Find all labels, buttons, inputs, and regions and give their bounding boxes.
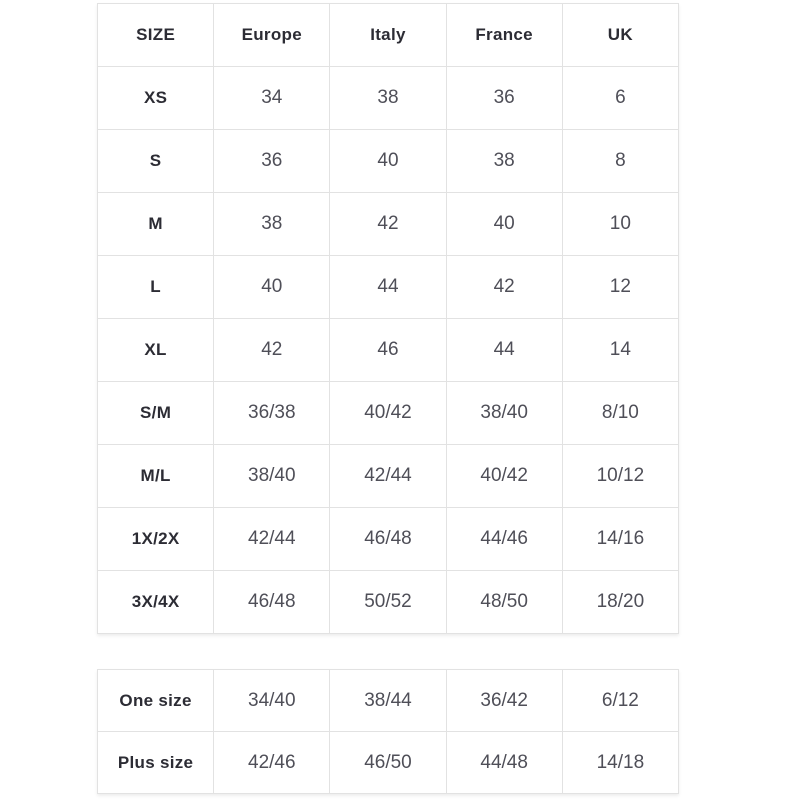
value-cell: 10/12 bbox=[561, 444, 680, 508]
table-row: S 36 40 38 8 bbox=[96, 129, 680, 193]
row-label-cell: One size bbox=[96, 669, 215, 732]
row-label-cell: M bbox=[96, 192, 215, 256]
header-cell: Europe bbox=[213, 3, 331, 67]
value-cell: 40 bbox=[213, 255, 331, 319]
value-cell: 14/18 bbox=[561, 731, 680, 794]
row-label-cell: 1X/2X bbox=[96, 507, 215, 571]
value-cell: 18/20 bbox=[561, 570, 680, 634]
table-row: 1X/2X 42/44 46/48 44/46 14/16 bbox=[96, 507, 680, 571]
table-row: 3X/4X 46/48 50/52 48/50 18/20 bbox=[96, 570, 680, 634]
row-label-cell: M/L bbox=[96, 444, 215, 508]
header-cell: Italy bbox=[329, 3, 447, 67]
row-label-cell: S/M bbox=[96, 381, 215, 445]
size-conversion-table: SIZE Europe Italy France UK XS 34 38 36 6 S 36 40 38 8… bbox=[96, 3, 680, 634]
value-cell: 46/48 bbox=[213, 570, 331, 634]
table-row: L 40 44 42 12 bbox=[96, 255, 680, 319]
value-cell: 40 bbox=[329, 129, 447, 193]
value-cell: 42/44 bbox=[329, 444, 447, 508]
value-cell: 42 bbox=[213, 318, 331, 382]
value-cell: 34 bbox=[213, 66, 331, 130]
value-cell: 46/48 bbox=[329, 507, 447, 571]
row-label-cell: L bbox=[96, 255, 215, 319]
row-label-cell: S bbox=[96, 129, 215, 193]
value-cell: 8 bbox=[561, 129, 680, 193]
table-row: XL 42 46 44 14 bbox=[96, 318, 680, 382]
table-row: S/M 36/38 40/42 38/40 8/10 bbox=[96, 381, 680, 445]
table-row: Plus size 42/46 46/50 44/48 14/18 bbox=[96, 731, 680, 794]
value-cell: 42/44 bbox=[213, 507, 331, 571]
value-cell: 38 bbox=[329, 66, 447, 130]
value-cell: 48/50 bbox=[445, 570, 563, 634]
value-cell: 8/10 bbox=[561, 381, 680, 445]
value-cell: 42 bbox=[329, 192, 447, 256]
value-cell: 38/40 bbox=[213, 444, 331, 508]
value-cell: 40/42 bbox=[445, 444, 563, 508]
value-cell: 14/16 bbox=[561, 507, 680, 571]
value-cell: 44/48 bbox=[445, 731, 563, 794]
value-cell: 38/40 bbox=[445, 381, 563, 445]
special-sizes-table: One size 34/40 38/44 36/42 6/12 Plus size 42/4… bbox=[96, 669, 680, 794]
value-cell: 42/46 bbox=[213, 731, 331, 794]
table-row: XS 34 38 36 6 bbox=[96, 66, 680, 130]
value-cell: 36/38 bbox=[213, 381, 331, 445]
row-label-cell: 3X/4X bbox=[96, 570, 215, 634]
value-cell: 12 bbox=[561, 255, 680, 319]
value-cell: 44 bbox=[329, 255, 447, 319]
value-cell: 42 bbox=[445, 255, 563, 319]
header-cell: SIZE bbox=[96, 3, 215, 67]
value-cell: 46 bbox=[329, 318, 447, 382]
value-cell: 10 bbox=[561, 192, 680, 256]
table-row: M 38 42 40 10 bbox=[96, 192, 680, 256]
value-cell: 50/52 bbox=[329, 570, 447, 634]
header-cell: France bbox=[445, 3, 563, 67]
row-label-cell: XS bbox=[96, 66, 215, 130]
value-cell: 36 bbox=[213, 129, 331, 193]
value-cell: 40/42 bbox=[329, 381, 447, 445]
value-cell: 36/42 bbox=[445, 669, 563, 732]
value-cell: 38/44 bbox=[329, 669, 447, 732]
header-cell: UK bbox=[561, 3, 680, 67]
value-cell: 44 bbox=[445, 318, 563, 382]
value-cell: 14 bbox=[561, 318, 680, 382]
value-cell: 34/40 bbox=[213, 669, 331, 732]
row-label-cell: Plus size bbox=[96, 731, 215, 794]
value-cell: 6/12 bbox=[561, 669, 680, 732]
value-cell: 38 bbox=[445, 129, 563, 193]
table-row: One size 34/40 38/44 36/42 6/12 bbox=[96, 669, 680, 732]
value-cell: 40 bbox=[445, 192, 563, 256]
row-label-cell: XL bbox=[96, 318, 215, 382]
header-row: SIZE Europe Italy France UK bbox=[96, 3, 680, 67]
table-row: M/L 38/40 42/44 40/42 10/12 bbox=[96, 444, 680, 508]
value-cell: 38 bbox=[213, 192, 331, 256]
value-cell: 46/50 bbox=[329, 731, 447, 794]
value-cell: 6 bbox=[561, 66, 680, 130]
value-cell: 36 bbox=[445, 66, 563, 130]
value-cell: 44/46 bbox=[445, 507, 563, 571]
